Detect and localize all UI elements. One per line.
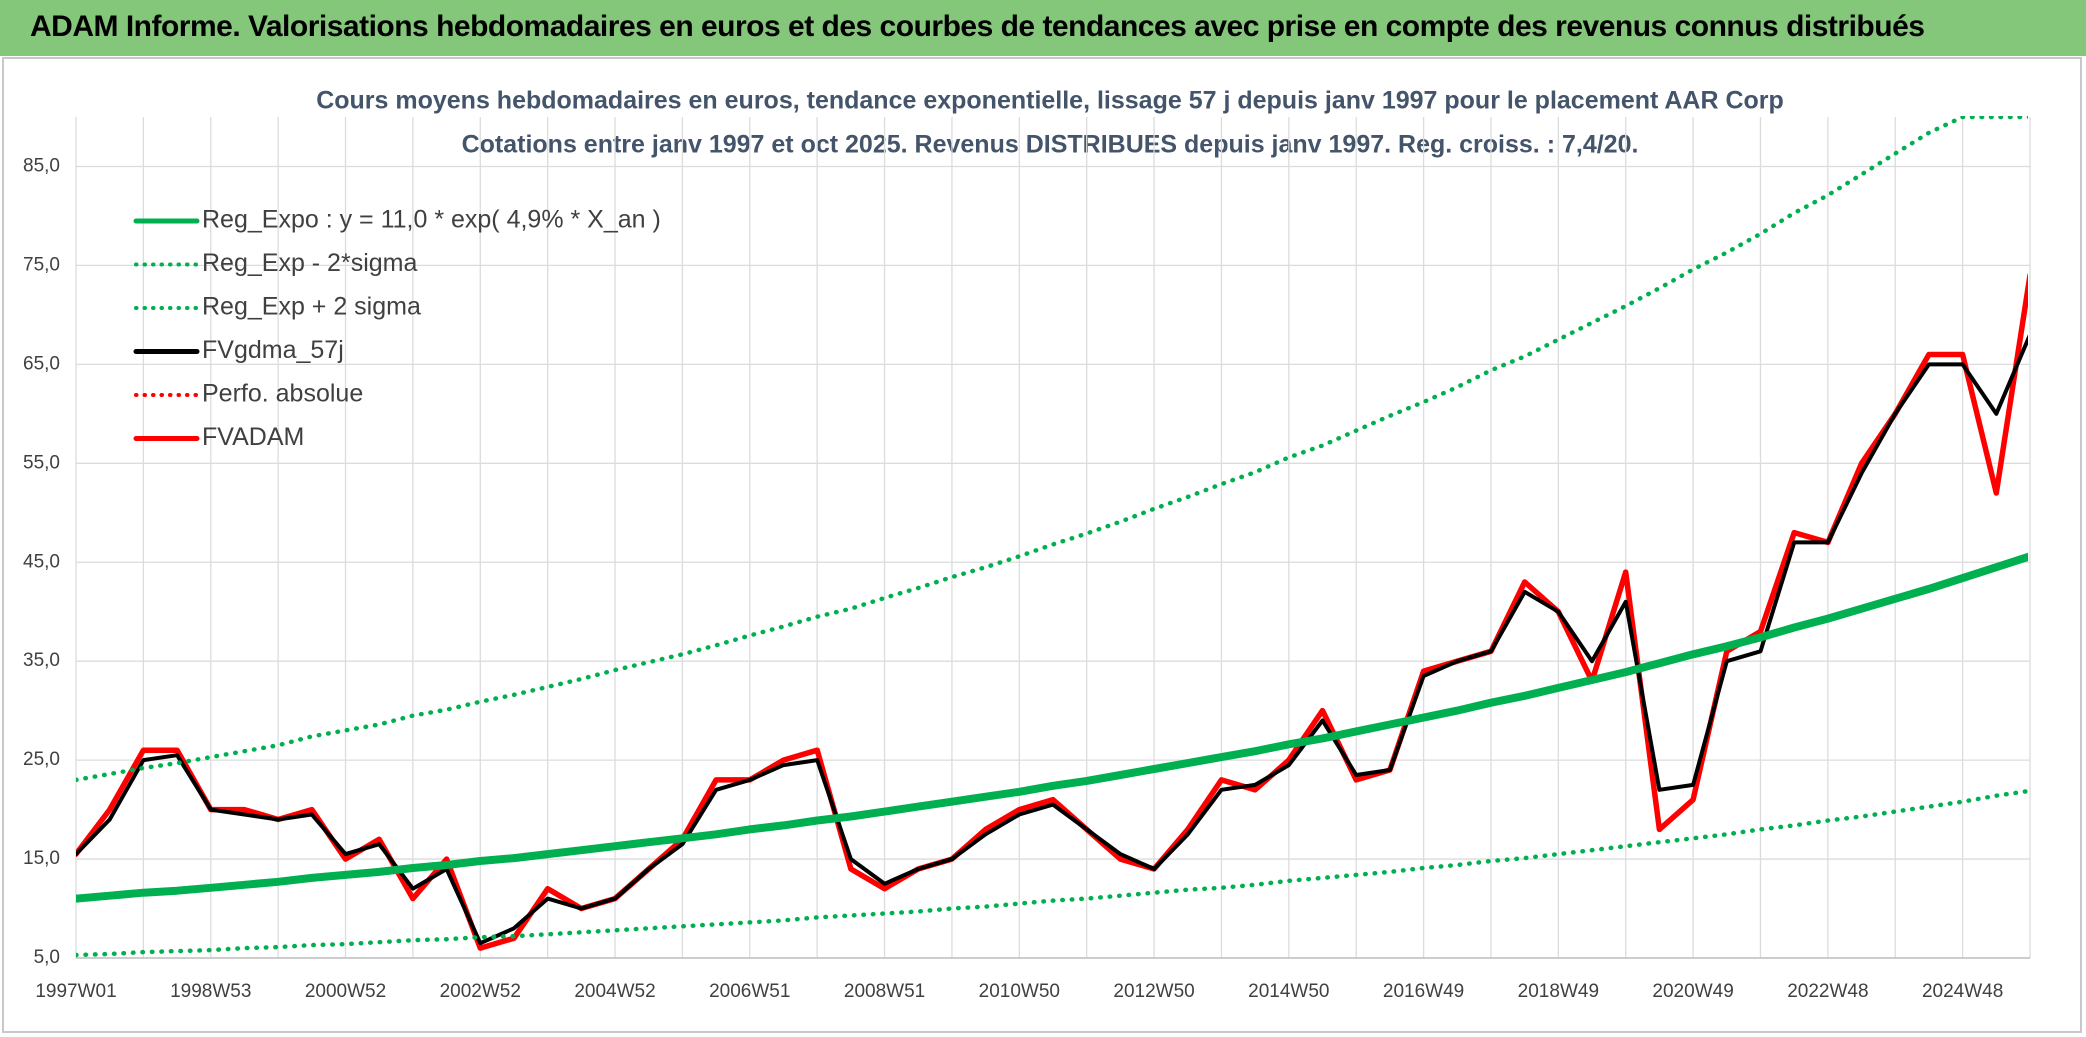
series-line [76, 788, 2028, 958]
legend-label: Reg_Exp + 2 sigma [202, 293, 421, 321]
plot [76, 116, 2028, 958]
series-line [76, 552, 2028, 903]
legend-label: Reg_Exp - 2*sigma [202, 249, 417, 277]
x-tick-label: 2016W49 [1383, 981, 1464, 1002]
y-tick-label: 85,0 [23, 155, 60, 176]
x-tick-label: 2020W49 [1652, 981, 1733, 1002]
x-tick-label: 1998W53 [170, 981, 251, 1002]
x-tick-label: 2024W48 [1922, 981, 2003, 1002]
x-tick-label: 2002W52 [440, 981, 521, 1002]
x-tick-label: 2006W51 [709, 981, 790, 1002]
x-tick-label: 2010W50 [979, 981, 1060, 1002]
x-tick-label: 2012W50 [1113, 981, 1194, 1002]
legend-label: Reg_Expo : y = 11,0 * exp( 4,9% * X_an ) [202, 206, 661, 234]
y-tick-label: 65,0 [23, 353, 60, 374]
chart: Cours moyens hebdomadaires en euros, ten… [2, 57, 2082, 1033]
y-tick-label: 45,0 [23, 551, 60, 572]
x-tick-label: 2022W48 [1787, 981, 1868, 1002]
x-tick-label: 2008W51 [844, 981, 925, 1002]
legend-label: FVgdma_57j [202, 336, 344, 364]
x-tick-label: 2018W49 [1518, 981, 1599, 1002]
header-title: ADAM Informe. Valorisations hebdomadaire… [30, 10, 1925, 43]
legend-label: Perfo. absolue [202, 380, 363, 408]
chart-subtitle: Cotations entre janv 1997 et oct 2025. R… [462, 131, 1639, 159]
y-tick-label: 15,0 [23, 848, 60, 869]
x-tick-label: 2000W52 [305, 981, 386, 1002]
y-tick-label: 55,0 [23, 452, 60, 473]
series-line [76, 334, 2028, 946]
header: ADAM Informe. Valorisations hebdomadaire… [0, 0, 2086, 56]
legend-label: FVADAM [202, 423, 304, 451]
y-tick-label: 25,0 [23, 749, 60, 770]
x-tick-label: 2004W52 [574, 981, 655, 1002]
x-tick-label: 2014W50 [1248, 981, 1329, 1002]
series-line [76, 116, 2028, 783]
y-tick-label: 5,0 [34, 947, 60, 968]
chart-title: Cours moyens hebdomadaires en euros, ten… [316, 87, 1784, 115]
chart-frame [2, 57, 2082, 1033]
y-tick-label: 35,0 [23, 650, 60, 671]
y-tick-label: 75,0 [23, 254, 60, 275]
x-tick-label: 1997W01 [35, 981, 116, 1002]
